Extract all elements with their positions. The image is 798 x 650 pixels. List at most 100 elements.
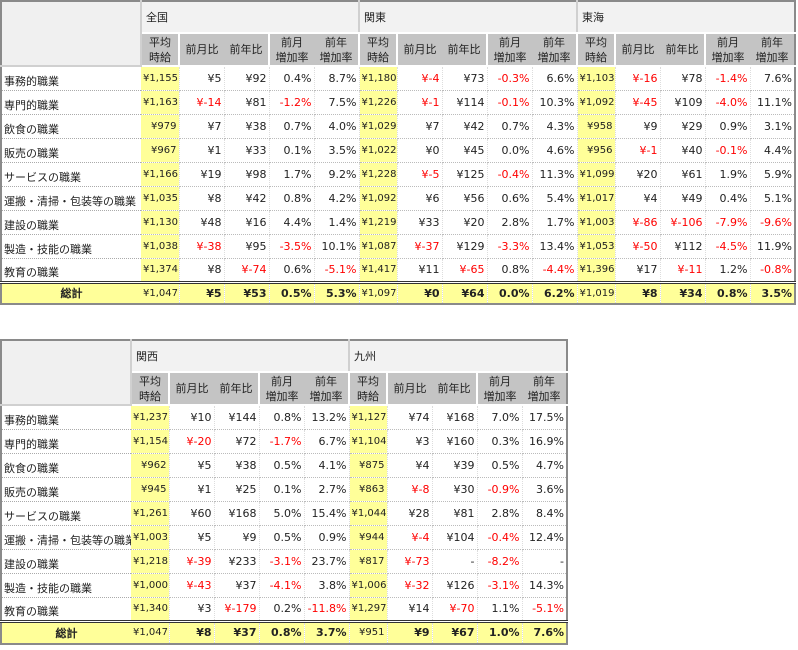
yoy-rate-cell: 17.5% [522,405,568,430]
total-mom-diff: ¥0 [397,280,443,304]
mom-diff-cell: ¥60 [169,501,215,526]
mom-diff-cell: ¥8 [179,186,225,211]
yoy-diff-cell: ¥95 [224,234,270,259]
avg-wage-cell: ¥1,099 [577,162,616,187]
yoy-rate-cell: 6.7% [304,429,350,454]
occupation-label: 専門的職業 [1,90,141,115]
yoy-diff-cell: ¥168 [214,501,260,526]
avg-wage-cell: ¥1,087 [359,234,398,259]
mom-rate-cell: -7.9% [705,210,751,235]
yoy-diff-cell: ¥109 [660,90,706,115]
avg-wage-cell: ¥1,017 [577,186,616,211]
mom-rate-cell: -3.5% [269,234,315,259]
table-row: 販売の職業 ¥967 ¥1 ¥33 0.1% 3.5% ¥1,022 ¥0 ¥45 0.0% 4.6… [1,138,796,163]
occupation-label: 運搬・清掃・包装等の職業 [1,525,131,550]
mom-diff-cell: ¥-39 [169,549,215,574]
yoy-rate-cell: 23.7% [304,549,350,574]
yoy-diff-cell: ¥98 [224,162,270,187]
yoy-rate-cell: 8.7% [314,66,360,91]
avg-wage-cell: ¥1,340 [131,597,170,622]
mom-diff-cell: ¥-20 [169,429,215,454]
total-avg-wage: ¥1,047 [141,280,180,304]
mom-rate-cell: -0.9% [477,477,523,502]
mom-diff-cell: ¥-1 [615,138,661,163]
yoy-diff-cell: ¥61 [660,162,706,187]
mom-diff-cell: ¥11 [397,258,443,283]
mom-rate-cell: 0.5% [259,525,305,550]
occupation-label: 飲食の職業 [1,114,141,139]
yoy-diff-cell: ¥-106 [660,210,706,235]
yoy-diff-cell: ¥112 [660,234,706,259]
avg-wage-cell: ¥1,219 [359,210,398,235]
yoy-rate-cell: 4.4% [750,138,796,163]
table-row: 専門的職業 ¥1,154 ¥-20 ¥72 -1.7% 6.7% ¥1,104 ¥3 ¥160 0… [1,429,568,454]
yoy-diff-cell: ¥160 [432,429,478,454]
mom-diff-cell: ¥7 [397,114,443,139]
yoy-rate-cell: 1.4% [314,210,360,235]
yoy-rate-cell: 15.4% [304,501,350,526]
mom-diff-cell: ¥48 [179,210,225,235]
mom-rate-cell: 0.7% [269,114,315,139]
yoy-diff-cell: ¥81 [224,90,270,115]
mom-diff-cell: ¥1 [179,138,225,163]
yoy-rate-cell: 5.9% [750,162,796,187]
avg-wage-cell: ¥1,044 [349,501,388,526]
mom-diff-cell: ¥-32 [387,573,433,598]
yoy-diff-header: 前年比 [224,33,269,67]
yoy-rate-cell: 4.7% [522,453,568,478]
mom-rate-cell: 0.9% [705,114,751,139]
mom-diff-cell: ¥20 [615,162,661,187]
table-row: サービスの職業 ¥1,166 ¥19 ¥98 1.7% 9.2% ¥1,228 ¥-5 ¥125… [1,162,796,187]
occupation-label: 教育の職業 [1,258,141,283]
avg-wage-cell: ¥1,180 [359,66,398,91]
yoy-rate-cell: 8.4% [522,501,568,526]
mom-diff-cell: ¥5 [169,453,215,478]
yoy-rate-cell: 2.7% [304,477,350,502]
yoy-rate-cell: 4.2% [314,186,360,211]
mom-rate-cell: -0.4% [487,162,533,187]
mom-diff-cell: ¥-73 [387,549,433,574]
yoy-rate-cell: 9.2% [314,162,360,187]
yoy-diff-cell: ¥92 [224,66,270,91]
yoy-diff-header: 前年比 [660,33,705,67]
total-yoy-rate: 7.6% [522,619,568,644]
yoy-rate-cell: 3.1% [750,114,796,139]
yoy-diff-cell: ¥9 [214,525,260,550]
yoy-diff-cell: ¥72 [214,429,260,454]
yoy-rate-cell: 6.6% [532,66,578,91]
mom-diff-cell: ¥-16 [615,66,661,91]
mom-rate-cell: 0.7% [487,114,533,139]
mom-diff-cell: ¥-5 [397,162,443,187]
avg-wage-cell: ¥1,154 [131,429,170,454]
table-row: 教育の職業 ¥1,340 ¥3 ¥-179 0.2% -11.8% ¥1,297 ¥14 ¥-7… [1,597,568,622]
yoy-diff-cell: ¥144 [214,405,260,430]
avg-wage-cell: ¥1,226 [359,90,398,115]
avg-wage-cell: ¥1,127 [349,405,388,430]
yoy-rate-cell: -5.1% [314,258,360,283]
yoy-rate-cell: 5.1% [750,186,796,211]
table-row: 建設の職業 ¥1,218 ¥-39 ¥233 -3.1% 23.7% ¥817 ¥-73- -8… [1,549,568,574]
mom-diff-cell: ¥14 [387,597,433,622]
mom-rate-cell: 2.8% [487,210,533,235]
mom-rate-cell: 0.5% [259,453,305,478]
avg-wage-cell: ¥1,417 [359,258,398,283]
mom-rate-cell: -3.1% [259,549,305,574]
avg-wage-cell: ¥1,029 [359,114,398,139]
mom-rate-cell: 0.8% [269,186,315,211]
yoy-diff-cell: ¥37 [214,573,260,598]
mom-diff-cell: ¥5 [169,525,215,550]
total-yoy-diff: ¥64 [442,280,488,304]
yoy-rate-header: 前年 増加率 [532,33,577,67]
yoy-rate-cell: 10.1% [314,234,360,259]
yoy-rate-cell: 5.4% [532,186,578,211]
avg-wage-cell: ¥1,155 [141,66,180,91]
avg-wage-cell: ¥1,003 [577,210,616,235]
yoy-diff-cell: ¥42 [442,114,488,139]
yoy-diff-cell: ¥168 [432,405,478,430]
total-avg-wage: ¥951 [349,619,388,644]
avg-wage-cell: ¥1,130 [141,210,180,235]
yoy-rate-cell: 4.0% [314,114,360,139]
total-yoy-rate: 3.5% [750,280,796,304]
mom-rate-cell: -3.3% [487,234,533,259]
mom-rate-cell: -1.7% [259,429,305,454]
